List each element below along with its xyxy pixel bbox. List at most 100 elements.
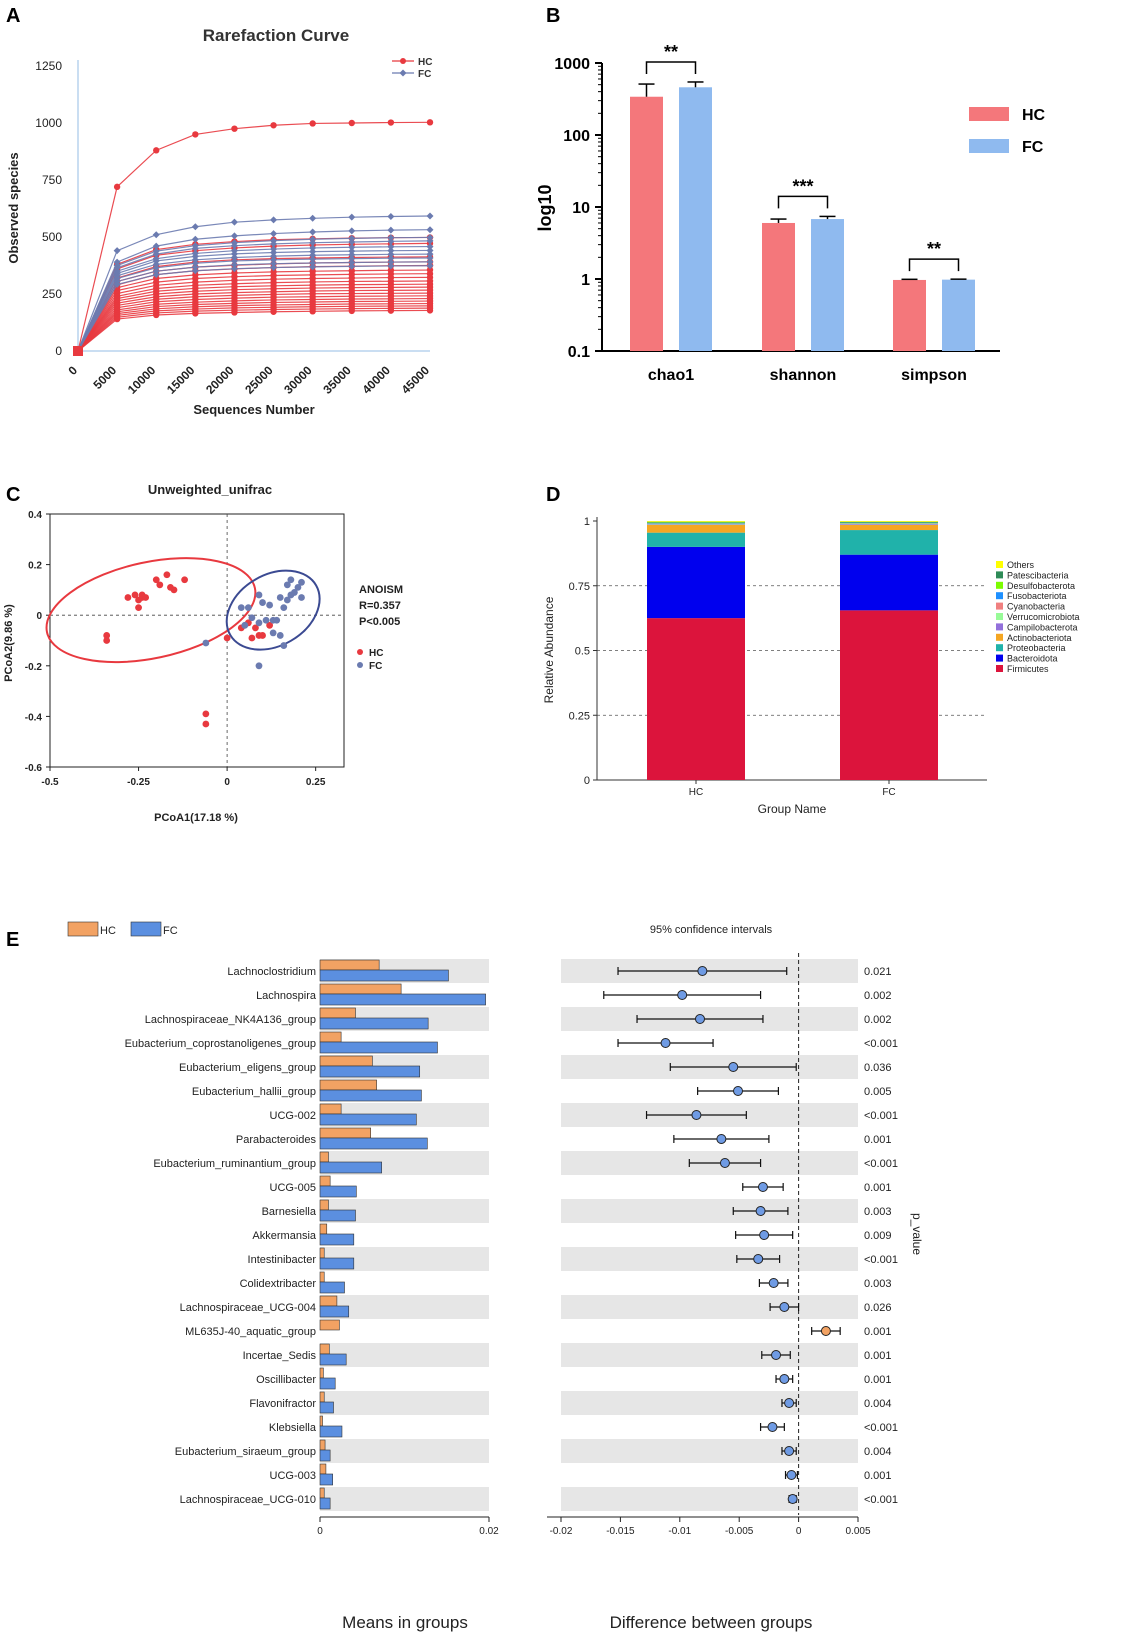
category-label-lachnospiraceae-ucg-004: Lachnospiraceae_UCG-004 <box>180 1302 316 1314</box>
category-label-incertae-sedis: Incertae_Sedis <box>243 1350 317 1362</box>
left-x-axis-label: Means in groups <box>342 1613 468 1632</box>
category-label-lachnospira: Lachnospira <box>256 990 317 1002</box>
y-tick-label: 250 <box>42 287 62 301</box>
bar-hc-lachnospiraceae-ucg-004 <box>319 1295 338 1307</box>
data-point-hc <box>387 119 395 126</box>
series-line-hc <box>77 269 431 352</box>
scatter-point-fc <box>269 629 277 637</box>
legend-label-hc: HC <box>418 57 432 68</box>
bar-fc-simpson <box>942 279 975 351</box>
legend-label-others: Others <box>1007 560 1035 570</box>
bar-fc-ucg-005 <box>319 1185 357 1198</box>
bar-fc-ucg-002 <box>319 1113 417 1126</box>
difference-point-intestinibacter <box>753 1254 764 1264</box>
scatter-point-fc <box>237 604 245 612</box>
y-axis-label: Relative Abundance <box>542 596 556 703</box>
scatter-point-hc <box>142 594 150 601</box>
bar-fc-ucg-003 <box>319 1473 333 1486</box>
origin-marker <box>73 346 83 356</box>
difference-point-ucg-005 <box>757 1182 768 1192</box>
data-point-fc <box>191 223 199 231</box>
right-x-tick-label: -0.005 <box>725 1526 754 1537</box>
difference-point-eubacterium-coprostanoligenes-group <box>660 1038 671 1048</box>
difference-point-barnesiella <box>755 1206 766 1216</box>
p-value: 0.001 <box>864 1374 892 1386</box>
bar-hc-eubacterium-siraeum-group <box>319 1439 326 1451</box>
bar-fc-lachnospira <box>319 993 486 1006</box>
legend-swatch-proteobacteria <box>996 644 1003 652</box>
legend-label-hc: HC <box>369 648 383 659</box>
scatter-point-fc <box>283 596 291 604</box>
bar-fc-eubacterium-hallii-group <box>319 1089 422 1102</box>
bar-fc-lachnospiraceae-nk4a136-group <box>319 1017 429 1030</box>
data-point-hc <box>231 309 238 316</box>
stack-segment-desulfobacterota-hc <box>647 522 745 523</box>
difference-point-ml635j-40-aquatic-group <box>820 1326 831 1336</box>
data-point-hc <box>231 125 238 132</box>
panel-label-a: A <box>6 5 20 27</box>
x-tick-label: 0 <box>224 777 230 788</box>
y-tick-label: 0.1 <box>568 344 590 361</box>
series-line-hc <box>77 300 431 352</box>
stack-segment-others-hc <box>647 521 745 522</box>
data-point-hc <box>270 122 277 129</box>
series-line-hc <box>77 256 431 352</box>
data-point-fc <box>309 263 317 271</box>
legend-label-campilobacterota: Campilobacterota <box>1007 622 1078 632</box>
data-point-fc <box>348 247 356 255</box>
data-point-fc <box>348 234 356 242</box>
p-value: 0.009 <box>864 1230 892 1242</box>
data-point-fc <box>348 243 356 251</box>
stack-segment-bacteroidota-fc <box>840 554 938 611</box>
row-stripe-left <box>320 1439 489 1463</box>
scatter-point-fc <box>276 594 284 601</box>
y-tick-label: 0.4 <box>28 510 42 521</box>
legend-marker-fc <box>357 662 363 668</box>
right-x-tick-label: 0.005 <box>845 1526 870 1537</box>
panel-label-e: E <box>6 929 19 951</box>
legend-label-fc: FC <box>369 661 382 672</box>
chart-title: Unweighted_unifrac <box>148 482 272 497</box>
data-point-fc <box>152 250 160 258</box>
bar-hc-ucg-002 <box>319 1103 342 1115</box>
series-line-hc <box>77 305 431 352</box>
scatter-point-fc <box>255 591 263 599</box>
p-value: 0.001 <box>864 1182 892 1194</box>
data-point-fc <box>426 226 434 234</box>
stack-segment-campilobacterota-fc <box>840 524 938 525</box>
series-line-hc <box>77 289 431 352</box>
scatter-point-hc <box>266 621 274 629</box>
scatter-point-hc <box>103 632 111 639</box>
scatter-point-fc <box>262 616 270 624</box>
p-value: 0.003 <box>864 1206 892 1218</box>
scatter-point-fc <box>255 619 263 627</box>
scatter-point-fc <box>298 594 305 601</box>
legend-swatch-verrucomicrobiota <box>996 613 1003 620</box>
data-point-fc <box>426 212 434 220</box>
legend-label-hc: HC <box>1022 107 1046 124</box>
series-line-fc <box>77 249 431 352</box>
confidence-ellipse-hc <box>45 557 257 664</box>
legend-swatch-bacteroidota <box>996 654 1003 662</box>
y-tick-label: 0.75 <box>569 581 590 593</box>
scatter-point-hc <box>103 637 111 644</box>
ci-title: 95% confidence intervals <box>650 924 773 936</box>
data-point-fc <box>387 237 395 245</box>
bar-fc-lachnospiraceae-ucg-004 <box>319 1305 350 1318</box>
data-point-fc <box>348 262 356 270</box>
bar-fc-eubacterium-siraeum-group <box>319 1449 331 1462</box>
scatter-point-hc <box>124 594 132 601</box>
difference-point-flavonifractor <box>784 1398 795 1408</box>
p-value: 0.036 <box>864 1062 892 1074</box>
legend-swatch-actinobacteriota <box>996 633 1003 641</box>
data-point-fc <box>387 234 395 242</box>
legend-label-firmicutes: Firmicutes <box>1007 664 1049 674</box>
data-point-fc <box>152 271 160 279</box>
bar-hc-lachnospiraceae-ucg-010 <box>319 1487 325 1499</box>
series-line-hc <box>77 286 431 352</box>
right-x-tick-label: -0.01 <box>668 1526 691 1537</box>
series-line-hc <box>77 295 431 352</box>
confidence-ellipse-fc <box>225 569 321 651</box>
scatter-point-hc <box>259 632 266 639</box>
data-point-fc <box>309 259 317 267</box>
